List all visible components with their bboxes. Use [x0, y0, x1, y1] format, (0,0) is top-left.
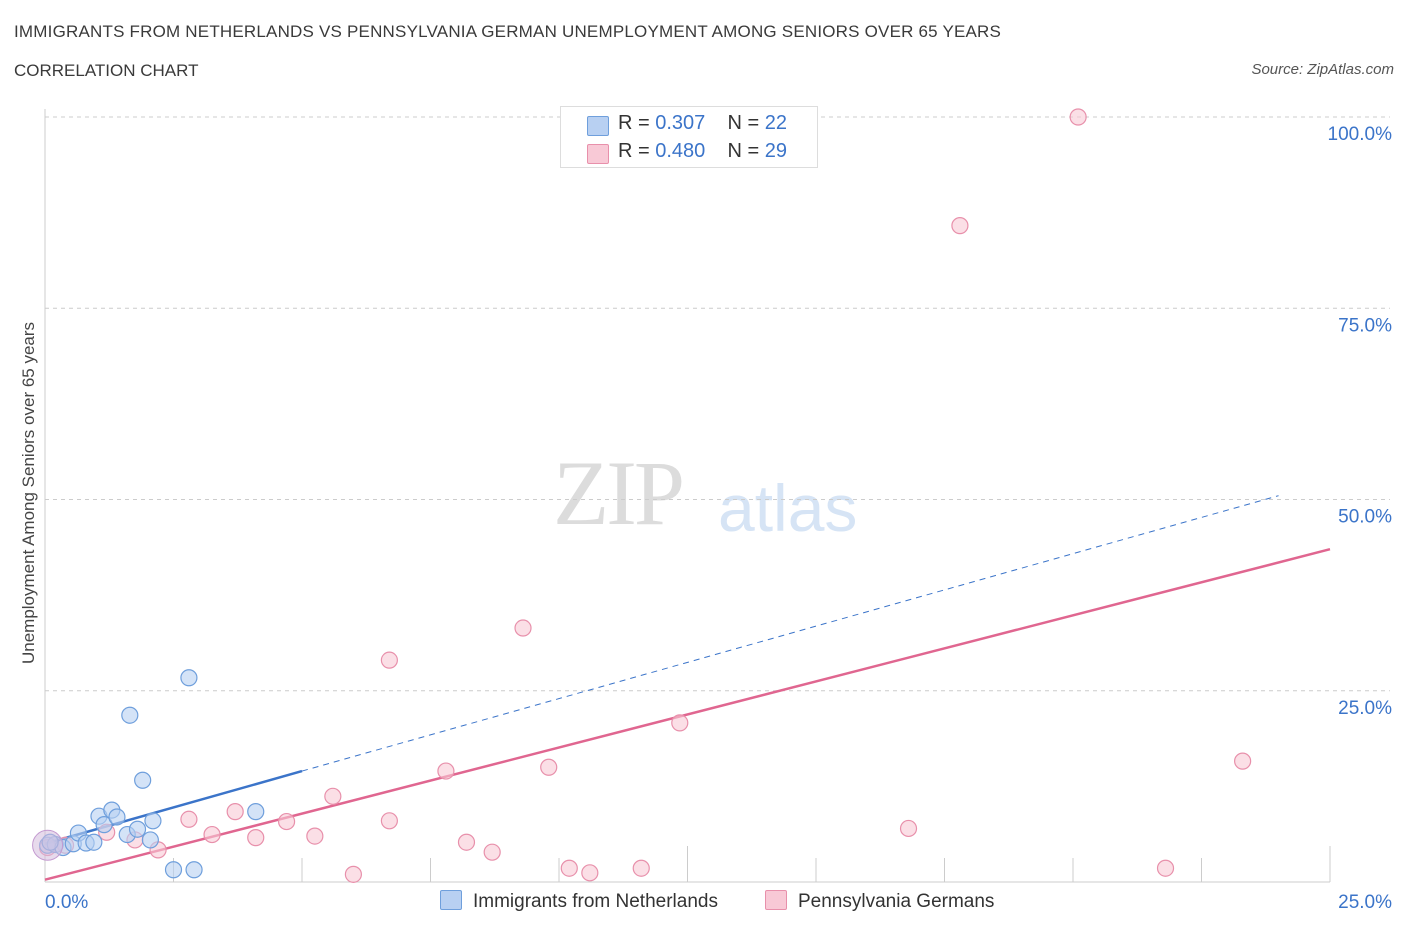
chart-title: IMMIGRANTS FROM NETHERLANDS VS PENNSYLVA…: [14, 22, 1002, 41]
axes: [44, 109, 1331, 883]
r-label: R =: [618, 112, 650, 134]
point-pennsylvania: [1234, 752, 1252, 770]
watermark-atlas: atlas: [718, 471, 858, 545]
point-pennsylvania: [581, 864, 599, 882]
point-pennsylvania: [324, 787, 342, 805]
point-netherlands: [108, 808, 126, 826]
point-netherlands: [180, 669, 198, 687]
bottom-legend-pennsylvania: Pennsylvania Germans: [765, 890, 994, 913]
point-netherlands: [164, 861, 183, 879]
r-label: R =: [618, 140, 650, 162]
legend-swatch-netherlands: [587, 116, 609, 136]
bottom-legend-swatch-pennsylvania: [765, 890, 787, 910]
point-pennsylvania: [514, 619, 532, 637]
grid-lines: [45, 116, 1390, 692]
legend-text-pennsylvania: R = 0.480 N = 29: [618, 140, 787, 163]
legend-swatch-pennsylvania: [587, 144, 609, 164]
point-pennsylvania: [380, 812, 398, 830]
y-tick-label: 75.0%: [1338, 315, 1392, 336]
point-pennsylvania: [437, 762, 455, 780]
point-pennsylvania: [540, 758, 558, 776]
point-pennsylvania: [632, 859, 650, 877]
n-value-netherlands: 22: [764, 112, 788, 134]
y-tick-label: 25.0%: [1338, 698, 1392, 719]
point-netherlands: [144, 812, 162, 830]
point-netherlands: [128, 820, 147, 838]
trend-lines: [44, 495, 1331, 881]
point-netherlands: [185, 861, 203, 879]
data-points: [32, 108, 1252, 883]
point-pennsylvania: [1156, 859, 1175, 877]
point-pennsylvania: [277, 812, 296, 831]
point-netherlands: [95, 816, 113, 834]
point-pennsylvania: [203, 825, 221, 844]
bottom-legend-swatch-netherlands: [440, 890, 462, 910]
point-netherlands: [141, 831, 159, 849]
point-pennsylvania: [306, 827, 324, 845]
y-tick-label: 50.0%: [1338, 507, 1392, 528]
trend-line-netherlands: [44, 769, 303, 845]
point-pennsylvania: [951, 217, 969, 235]
tick-labels: 25.0% 50.0% 75.0% 100.0% 0.0% 25.0%: [45, 124, 1392, 913]
n-value-pennsylvania: 29: [764, 140, 788, 162]
point-pennsylvania: [899, 819, 918, 838]
point-pennsylvania: [483, 843, 501, 861]
r-value-pennsylvania: 0.480: [655, 140, 706, 162]
watermark-zip: ZIP: [553, 442, 685, 544]
legend-text-netherlands: R = 0.307 N = 22: [618, 112, 787, 135]
point-pennsylvania: [226, 803, 244, 821]
bottom-legend-label-netherlands: Immigrants from Netherlands: [473, 891, 718, 912]
point-pennsylvania: [1069, 108, 1087, 126]
point-netherlands: [121, 706, 139, 724]
source-credit: Source: ZipAtlas.com: [1251, 61, 1394, 78]
x-tick-label: 25.0%: [1338, 892, 1392, 913]
correlation-legend: R = 0.307 N = 22 R = 0.480 N = 29: [560, 106, 818, 168]
point-netherlands: [85, 833, 103, 851]
bottom-legend-label-pennsylvania: Pennsylvania Germans: [798, 891, 995, 912]
n-label: N =: [727, 140, 760, 162]
n-label: N =: [727, 112, 760, 134]
bottom-legend-netherlands: Immigrants from Netherlands: [440, 890, 718, 913]
point-pennsylvania: [344, 865, 362, 883]
r-value-netherlands: 0.307: [655, 112, 706, 134]
point-pennsylvania: [671, 714, 689, 732]
point-pennsylvania: [380, 651, 398, 669]
point-netherlands: [247, 803, 265, 821]
trend-line-pennsylvania: [44, 548, 1331, 881]
point-cluster-origin: [32, 829, 64, 861]
point-netherlands: [134, 771, 152, 789]
y-axis-label: Unemployment Among Seniors over 65 years: [19, 322, 38, 664]
chart-subtitle: CORRELATION CHART: [14, 61, 199, 80]
trend-line-netherlands-extended: [301, 495, 1279, 772]
point-pennsylvania: [457, 833, 476, 851]
point-pennsylvania: [560, 859, 578, 877]
point-pennsylvania: [247, 829, 265, 847]
y-tick-label: 100.0%: [1328, 124, 1393, 145]
x-tick-label: 0.0%: [45, 892, 88, 913]
point-pennsylvania: [180, 810, 198, 828]
